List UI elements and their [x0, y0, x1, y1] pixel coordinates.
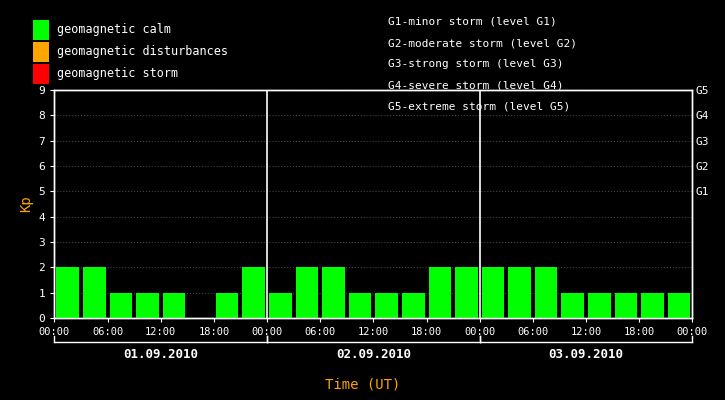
Text: G5-extreme storm (level G5): G5-extreme storm (level G5): [388, 102, 570, 112]
Text: geomagnetic storm: geomagnetic storm: [57, 68, 178, 80]
Bar: [481, 267, 505, 318]
Bar: [561, 293, 584, 318]
Text: 03.09.2010: 03.09.2010: [549, 348, 624, 360]
Bar: [402, 293, 425, 318]
Bar: [615, 293, 637, 318]
Text: G1-minor storm (level G1): G1-minor storm (level G1): [388, 17, 557, 27]
Bar: [216, 293, 239, 318]
Text: G3-strong storm (level G3): G3-strong storm (level G3): [388, 60, 563, 70]
Bar: [349, 293, 371, 318]
Text: 01.09.2010: 01.09.2010: [123, 348, 198, 360]
Text: 02.09.2010: 02.09.2010: [336, 348, 411, 360]
Bar: [455, 267, 478, 318]
Text: Time (UT): Time (UT): [325, 378, 400, 392]
Bar: [322, 267, 345, 318]
Bar: [83, 267, 106, 318]
Bar: [508, 267, 531, 318]
Bar: [641, 293, 664, 318]
Bar: [428, 267, 451, 318]
Bar: [535, 267, 558, 318]
Text: geomagnetic disturbances: geomagnetic disturbances: [57, 46, 228, 58]
Bar: [376, 293, 398, 318]
Text: G4-severe storm (level G4): G4-severe storm (level G4): [388, 81, 563, 91]
Bar: [269, 293, 291, 318]
Y-axis label: Kp: Kp: [19, 196, 33, 212]
Bar: [296, 267, 318, 318]
Bar: [136, 293, 159, 318]
Bar: [242, 267, 265, 318]
Bar: [162, 293, 186, 318]
Text: geomagnetic calm: geomagnetic calm: [57, 24, 171, 36]
Bar: [109, 293, 132, 318]
Text: G2-moderate storm (level G2): G2-moderate storm (level G2): [388, 38, 577, 48]
Bar: [668, 293, 690, 318]
Bar: [588, 293, 610, 318]
Bar: [57, 267, 79, 318]
